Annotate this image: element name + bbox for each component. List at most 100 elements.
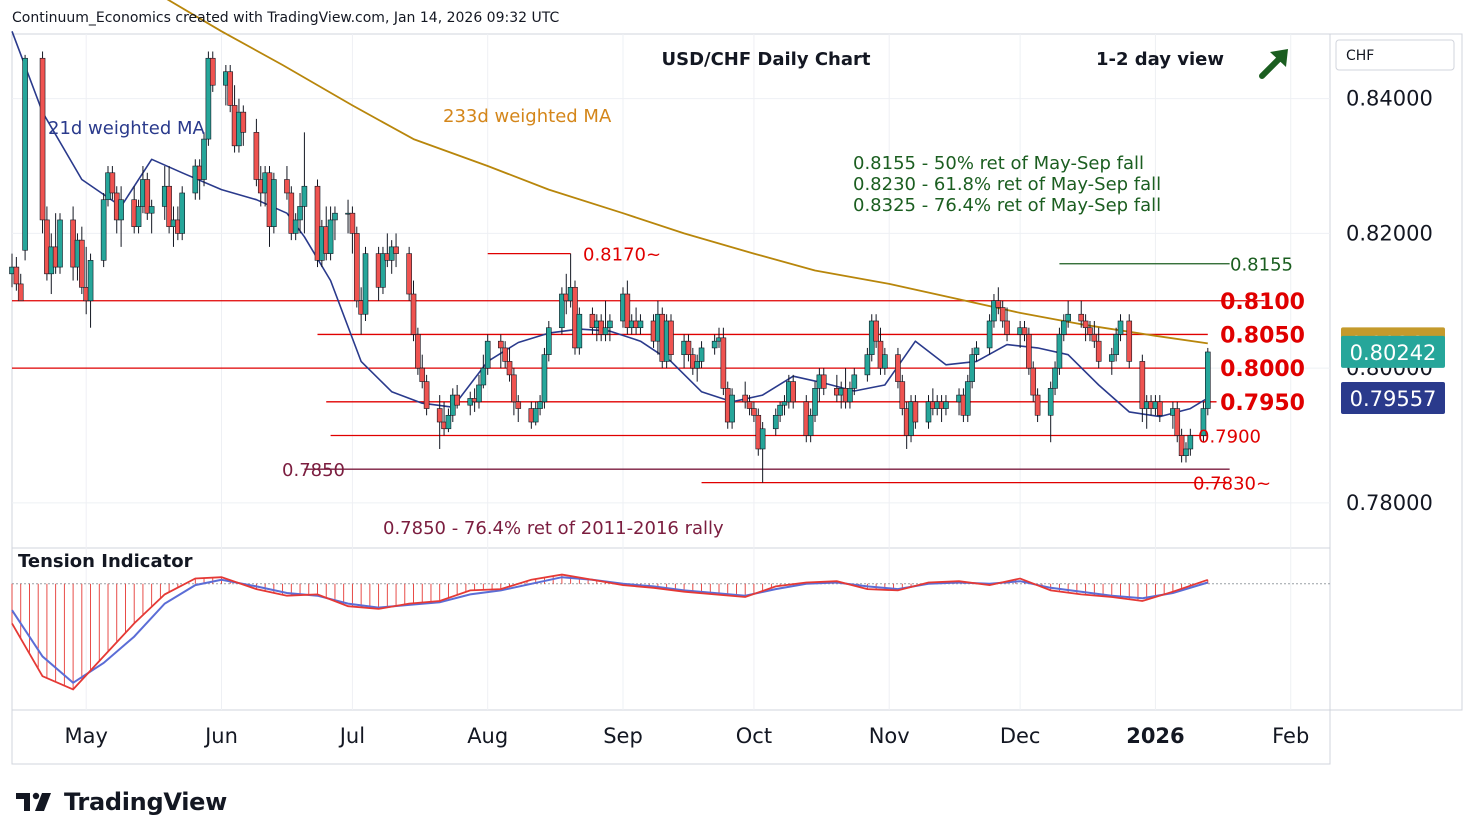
candle-body-156 (964, 381, 971, 416)
price-axis-frame (1329, 33, 1463, 711)
ma233-line (166, 0, 1208, 345)
candle-body-174 (1078, 313, 1085, 322)
candle-body-43 (271, 179, 277, 227)
candle-body-128 (790, 381, 796, 403)
candle-body-126 (781, 401, 788, 406)
level-label-2: 0.8000 (1220, 357, 1305, 382)
candle-body-190 (1178, 435, 1185, 457)
brand-name: TradingView (64, 788, 227, 816)
candle-body-168 (1034, 394, 1041, 416)
candle-body-13 (87, 260, 94, 302)
price-label-bg-1 (1341, 335, 1445, 368)
candle-body-98 (607, 320, 613, 329)
candle-body-178 (1095, 340, 1102, 362)
support-resistance-levels (12, 252, 1265, 484)
candle-body-77 (480, 367, 487, 386)
time-tick-label-5: Oct (736, 724, 772, 748)
candle-body-68 (423, 381, 430, 409)
candle-body-144 (895, 354, 901, 382)
candle-body-118 (729, 394, 735, 423)
candle-body-158 (973, 347, 980, 355)
candle-body-33 (209, 57, 216, 86)
chart-attribution: Continuum_Economics created with Trading… (12, 10, 560, 26)
candle-body-169 (1047, 388, 1054, 416)
series-233d-weighted-ma (166, 0, 1208, 345)
candle-body-23 (148, 206, 155, 214)
candle-body-63 (393, 246, 399, 254)
time-axis-frame (11, 709, 1331, 765)
candle-body-20 (135, 206, 142, 227)
candle-body-28 (179, 192, 186, 234)
ma233-label: 233d weighted MA (443, 106, 612, 127)
candle-body-141 (873, 320, 879, 342)
candle-body-121 (751, 408, 757, 416)
candle-body-130 (807, 414, 814, 436)
candle-body-64 (406, 253, 412, 295)
tension-indicator-pane (11, 573, 1330, 691)
time-tick-label-9: Feb (1272, 724, 1309, 748)
price-tick-label-0: 0.78000 (1346, 491, 1433, 515)
candle-body-179 (1108, 354, 1115, 362)
candle-body-49 (314, 185, 321, 261)
candle-body-194 (1205, 351, 1211, 409)
candle-body-38 (240, 111, 247, 133)
candle-body-25 (166, 185, 172, 227)
candle-body-112 (694, 361, 700, 369)
time-tick-label-2: Jul (338, 724, 365, 748)
candle-body-69 (436, 408, 443, 423)
candle-body-55 (349, 212, 356, 234)
candle-body-137 (847, 388, 853, 403)
candle-body-32 (205, 57, 212, 140)
level-label-7: 0.8155 (1230, 255, 1293, 276)
candle-body-187 (1156, 401, 1163, 416)
candle-body-47 (297, 206, 303, 221)
currency-badge (1335, 39, 1455, 71)
candle-body-124 (772, 414, 779, 430)
time-tick-label-8: 2026 (1126, 724, 1184, 748)
candle-body-76 (476, 384, 482, 403)
price-label-2: 0.79557 (1350, 387, 1437, 411)
candle-body-176 (1087, 327, 1093, 335)
candle-body-173 (1065, 313, 1071, 322)
candle-body-114 (711, 340, 718, 349)
candle-body-120 (746, 401, 753, 409)
time-tick-label-1: Jun (203, 724, 238, 748)
ma21-line (11, 31, 1209, 418)
candle-body-108 (668, 320, 674, 355)
candle-body-172 (1060, 320, 1067, 335)
retracement-note-0: 0.8155 - 50% ret of May-Sep fall (853, 153, 1144, 174)
candle-body-159 (986, 320, 993, 349)
candle-body-35 (227, 71, 234, 106)
candle-body-80 (502, 347, 508, 362)
candle-body-53 (332, 212, 338, 221)
candle-body-192 (1187, 435, 1194, 450)
time-tick-label-3: Aug (467, 724, 508, 748)
price-label-bg-2 (1341, 381, 1445, 414)
candle-body-113 (698, 347, 705, 362)
candle-body-161 (995, 300, 1002, 308)
price-tick-label-2: 0.82000 (1346, 221, 1433, 245)
candle-body-189 (1174, 408, 1181, 436)
candle-body-86 (537, 401, 543, 409)
candle-body-18 (118, 199, 124, 221)
candle-body-131 (812, 388, 818, 416)
indicator-signal-line (11, 576, 1209, 685)
candle-body-157 (969, 354, 975, 382)
candle-body-183 (1139, 361, 1146, 409)
candle-body-2 (17, 283, 24, 302)
tradingview-branding[interactable]: TradingView (16, 788, 227, 816)
candle-body-138 (851, 374, 858, 389)
level-label-1: 0.8050 (1220, 323, 1305, 348)
candles (9, 51, 1211, 483)
candle-body-175 (1082, 320, 1089, 329)
candle-body-177 (1091, 334, 1098, 342)
candle-body-160 (991, 300, 997, 322)
candle-body-133 (820, 374, 827, 389)
candle-body-8 (57, 219, 63, 268)
candle-body-110 (685, 340, 692, 355)
price-tick-label-3: 0.84000 (1346, 87, 1433, 111)
candle-body-149 (925, 401, 932, 423)
candle-body-123 (759, 428, 766, 450)
candle-body-4 (39, 57, 46, 221)
